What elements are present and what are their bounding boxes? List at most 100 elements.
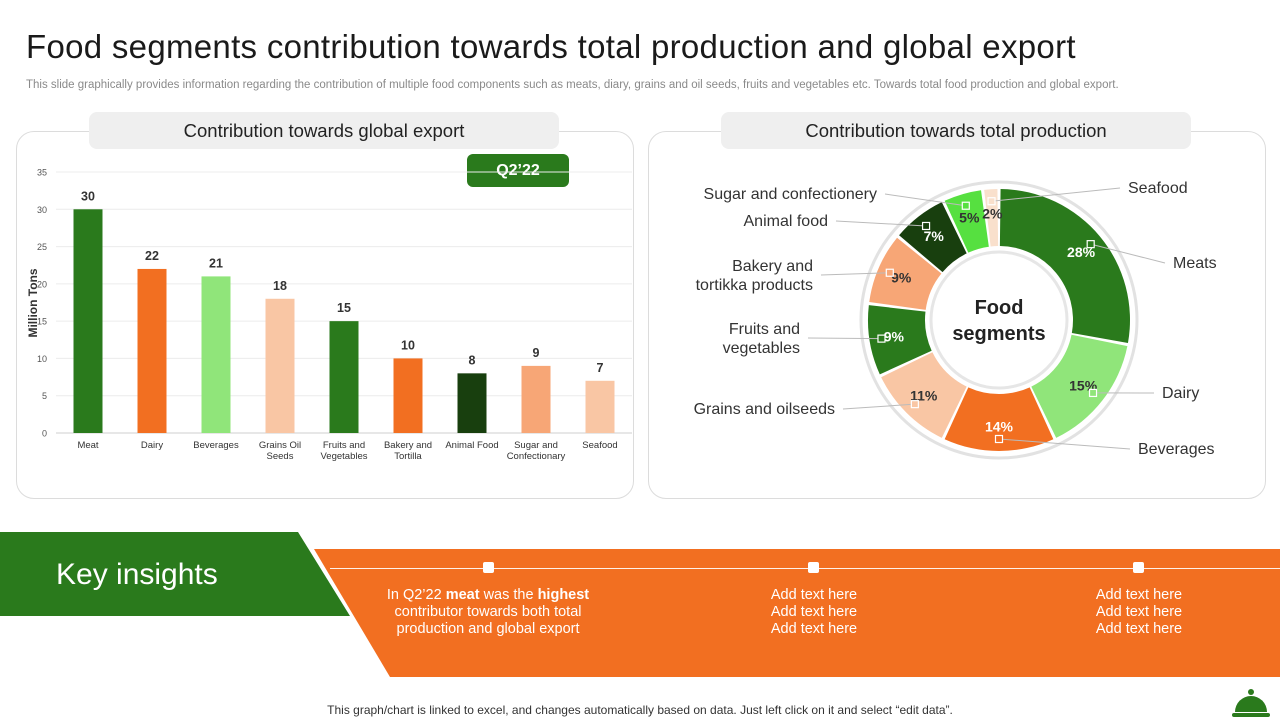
leader-marker xyxy=(994,434,1004,444)
insight-3-line[interactable]: Add text here xyxy=(1095,604,1183,620)
donut-center xyxy=(929,250,1069,390)
insights-divider xyxy=(330,568,1280,569)
leader-marker xyxy=(1086,240,1095,249)
bar-data-label: 8 xyxy=(469,353,476,367)
insight-1-part: was the xyxy=(479,587,538,603)
x-tick-label: Seeds xyxy=(267,451,294,462)
bar xyxy=(73,209,103,433)
donut-slice xyxy=(899,202,967,273)
leader-line xyxy=(820,272,890,276)
y-tick-label: 35 xyxy=(37,168,47,178)
leader-line xyxy=(884,193,966,207)
x-tick-label: Fruits and xyxy=(323,440,365,451)
bar-data-label: 10 xyxy=(401,338,415,352)
leader-marker xyxy=(987,197,996,206)
bar-data-label: 22 xyxy=(145,249,159,263)
slice-category-label: tortikka products xyxy=(696,277,813,294)
insight-2-line[interactable]: Add text here xyxy=(770,587,858,603)
leader-line xyxy=(1090,243,1166,264)
slice-percent-label: 9% xyxy=(891,270,912,286)
x-tick-label: Animal Food xyxy=(445,440,498,451)
x-tick-label: Seafood xyxy=(582,440,617,451)
bar xyxy=(137,268,167,433)
donut-slice xyxy=(1031,334,1128,438)
leader-marker xyxy=(910,400,919,409)
slice-category-label: Beverages xyxy=(1138,441,1215,458)
y-tick-label: 15 xyxy=(37,317,47,327)
leader-marker xyxy=(885,268,894,277)
bar-data-label: 21 xyxy=(209,256,223,270)
bar-chart-heading: Contribution towards global export xyxy=(89,112,559,149)
insight-1-bold: highest xyxy=(537,587,590,603)
y-tick-label: 10 xyxy=(37,354,47,364)
key-insights-banner: Key insights xyxy=(0,532,350,616)
insight-2-line[interactable]: Add text here xyxy=(770,604,858,620)
insight-marker-3 xyxy=(1133,562,1144,573)
key-insights-title: Key insights xyxy=(56,558,218,591)
donut-slice xyxy=(999,189,1130,344)
bar xyxy=(457,373,487,433)
insight-3-line[interactable]: Add text here xyxy=(1095,587,1183,603)
bar-data-label: 30 xyxy=(81,189,95,203)
slice-category-label: Sugar and confectionery xyxy=(704,186,877,203)
page-subtitle: This slide graphically provides informat… xyxy=(26,79,1119,91)
leader-marker xyxy=(961,201,970,210)
bar-chart-panel xyxy=(16,131,634,499)
bar-data-label: 15 xyxy=(337,301,351,315)
leader-marker xyxy=(921,221,931,231)
insight-text-2[interactable]: Add text here Add text here Add text her… xyxy=(689,587,939,638)
bar xyxy=(265,298,295,433)
slice-category-label: Grains and oilseeds xyxy=(694,401,835,418)
insight-3-line[interactable]: Add text here xyxy=(1095,621,1183,637)
slice-category-label: Dairy xyxy=(1162,385,1199,402)
y-tick-label: 20 xyxy=(37,279,47,289)
leader-marker xyxy=(1088,388,1098,398)
leader-line xyxy=(998,438,1131,450)
x-tick-label: Dairy xyxy=(141,440,163,451)
insight-2-line[interactable]: Add text here xyxy=(770,621,858,637)
leader-marker xyxy=(877,334,886,343)
bar xyxy=(585,380,615,433)
quarter-badge: Q2’22 xyxy=(467,154,569,187)
x-tick-label: Tortilla xyxy=(394,451,422,462)
slice-category-label: Animal food xyxy=(744,213,829,230)
y-tick-label: 30 xyxy=(37,205,47,215)
y-tick-label: 5 xyxy=(42,391,47,401)
x-tick-label: Bakery and xyxy=(384,440,432,451)
bar xyxy=(329,321,359,433)
slice-percent-label: 9% xyxy=(884,329,905,345)
y-tick-label: 0 xyxy=(42,429,47,439)
insight-marker-2 xyxy=(808,562,819,573)
x-tick-label: Confectionary xyxy=(507,451,566,462)
x-tick-label: Sugar and xyxy=(514,440,558,451)
y-tick-label: 25 xyxy=(37,242,47,252)
slice-percent-label: 5% xyxy=(959,210,980,226)
leader-line xyxy=(842,403,915,410)
insight-1-part: In Q2’22 xyxy=(386,587,446,603)
x-tick-label: Beverages xyxy=(193,440,239,451)
insight-1-line: production and global export xyxy=(396,621,580,637)
slice-category-label: Seafood xyxy=(1128,180,1188,197)
insights-band xyxy=(314,549,1280,677)
insight-1-bold: meat xyxy=(445,587,480,603)
slice-percent-label: 14% xyxy=(985,419,1014,435)
leader-line xyxy=(835,220,927,227)
y-axis-label: Million Tons xyxy=(26,268,40,337)
slice-percent-label: 2% xyxy=(982,206,1003,222)
donut-slice xyxy=(944,387,1054,452)
donut-slice xyxy=(881,352,967,438)
x-tick-label: Vegetables xyxy=(320,451,367,462)
insight-marker-1 xyxy=(483,562,494,573)
slice-percent-label: 7% xyxy=(924,228,945,244)
insight-text-3[interactable]: Add text here Add text here Add text her… xyxy=(1014,587,1264,638)
x-tick-label: Meat xyxy=(77,440,98,451)
cloche-icon xyxy=(1232,689,1270,717)
bar-chart: 0 5 10 15 20 25 30 35 Million Tons 30 Meat 22 Dairy 2… xyxy=(26,168,632,462)
leader-line xyxy=(807,337,882,340)
bar-data-label: 18 xyxy=(273,279,287,293)
insight-text-1: In Q2’22 meat was the highest contributo… xyxy=(363,587,613,638)
x-tick-label: Grains Oil xyxy=(259,440,301,451)
slice-category-label: Fruits and xyxy=(729,321,800,338)
slice-category-label: vegetables xyxy=(723,340,800,357)
